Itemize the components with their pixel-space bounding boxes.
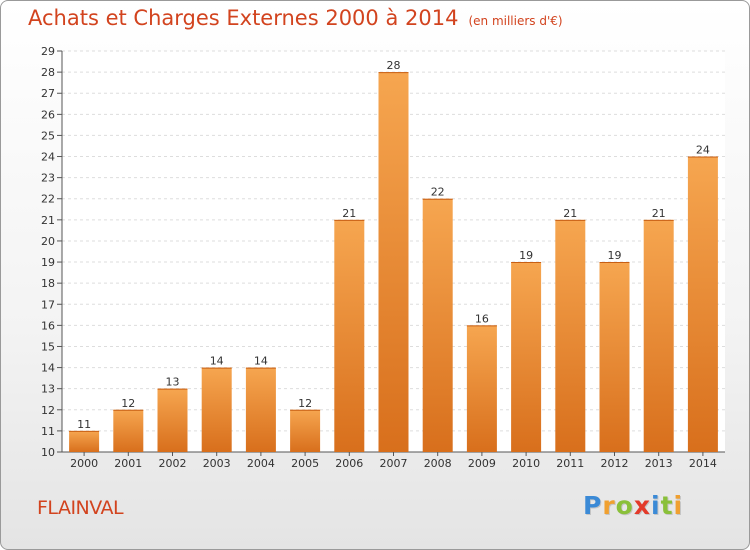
- y-tick-label: 14: [41, 362, 55, 375]
- y-tick-label: 21: [41, 214, 55, 227]
- unit-note: (en milliers d'€): [468, 14, 563, 28]
- proxiti-logo: Proxiti: [583, 491, 683, 520]
- bar: [157, 388, 188, 452]
- y-tick-label: 19: [41, 256, 55, 269]
- data-label: 24: [696, 144, 710, 157]
- bar: [466, 325, 497, 452]
- bar: [599, 262, 630, 452]
- logo-letter: r: [602, 491, 616, 520]
- y-tick-label: 10: [41, 446, 55, 459]
- bar: [113, 409, 144, 452]
- bar: [334, 219, 365, 452]
- data-label: 21: [342, 207, 356, 220]
- bar: [555, 219, 586, 452]
- x-tick-label: 2011: [556, 457, 584, 470]
- x-tick-label: 2005: [291, 457, 319, 470]
- y-tick-label: 23: [41, 172, 55, 185]
- y-tick-label: 22: [41, 193, 55, 206]
- bar: [290, 409, 321, 452]
- logo-letter: x: [633, 491, 651, 520]
- x-tick-label: 2010: [512, 457, 540, 470]
- logo-letter: o: [615, 491, 634, 520]
- y-tick-label: 28: [41, 66, 55, 79]
- x-tick-label: 2000: [70, 457, 98, 470]
- data-label: 11: [77, 418, 91, 431]
- bar: [378, 72, 409, 453]
- x-tick-label: 2014: [689, 457, 717, 470]
- y-tick-label: 12: [41, 404, 55, 417]
- data-label: 12: [121, 397, 135, 410]
- data-label: 12: [298, 397, 312, 410]
- data-label: 13: [166, 376, 180, 389]
- data-label: 19: [608, 249, 622, 262]
- y-tick-label: 16: [41, 319, 55, 332]
- x-tick-label: 2012: [601, 457, 629, 470]
- x-tick-label: 2006: [335, 457, 363, 470]
- data-label: 14: [254, 355, 268, 368]
- x-tick-label: 2009: [468, 457, 496, 470]
- data-label: 19: [519, 249, 533, 262]
- y-tick-label: 25: [41, 129, 55, 142]
- bar: [687, 156, 718, 453]
- x-tick-label: 2003: [203, 457, 231, 470]
- logo-letter: t: [660, 491, 674, 520]
- data-label: 14: [210, 355, 224, 368]
- chart-title-block: Achats et Charges Externes 2000 à 2014 (e…: [28, 6, 563, 30]
- y-tick-label: 20: [41, 235, 55, 248]
- y-tick-label: 24: [41, 151, 55, 164]
- data-label: 22: [431, 186, 445, 199]
- bar: [201, 367, 232, 452]
- y-tick-label: 15: [41, 340, 55, 353]
- data-label: 21: [652, 207, 666, 220]
- y-tick-label: 26: [41, 108, 55, 121]
- y-tick-label: 27: [41, 87, 55, 100]
- bar: [643, 219, 674, 452]
- x-tick-label: 2004: [247, 457, 275, 470]
- data-label: 21: [563, 207, 577, 220]
- x-tick-label: 2013: [645, 457, 673, 470]
- y-tick-label: 18: [41, 277, 55, 290]
- logo-letter: i: [651, 491, 661, 520]
- y-tick-label: 13: [41, 383, 55, 396]
- x-tick-label: 2007: [380, 457, 408, 470]
- y-tick-label: 17: [41, 298, 55, 311]
- bar: [69, 430, 100, 452]
- bar: [245, 367, 276, 452]
- bar: [511, 262, 542, 452]
- x-tick-label: 2002: [159, 457, 187, 470]
- y-tick-label: 29: [41, 45, 55, 58]
- bar: [422, 198, 453, 452]
- logo-letter: P: [583, 491, 603, 520]
- x-tick-label: 2001: [114, 457, 142, 470]
- y-tick-label: 11: [41, 425, 55, 438]
- commune-name: FLAINVAL: [37, 497, 124, 519]
- data-label: 16: [475, 312, 489, 325]
- logo-letter: i: [673, 491, 684, 520]
- data-label: 28: [387, 59, 401, 72]
- x-tick-label: 2008: [424, 457, 452, 470]
- chart-title: Achats et Charges Externes 2000 à 2014: [28, 6, 459, 30]
